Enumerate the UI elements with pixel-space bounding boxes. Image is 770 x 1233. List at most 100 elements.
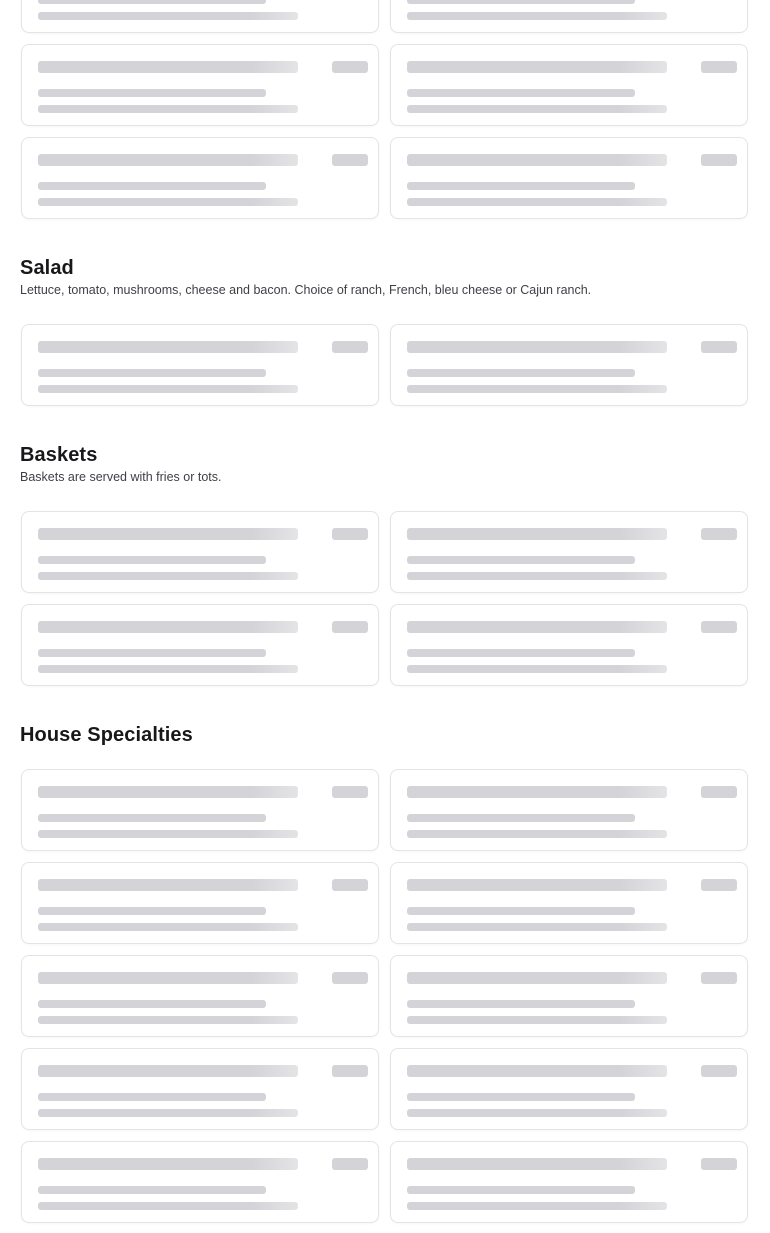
skeleton-description-line [38, 1186, 266, 1194]
skeleton-description-line [407, 1000, 635, 1008]
menu-item-skeleton-card [21, 511, 379, 593]
menu-item-skeleton-card [21, 137, 379, 219]
skeleton-item-name [38, 528, 298, 540]
menu-item-skeleton-card [21, 1141, 379, 1223]
menu-item-skeleton-card [390, 862, 748, 944]
menu-item-skeleton-card [21, 44, 379, 126]
skeleton-item-name [407, 1158, 667, 1170]
skeleton-item-price [332, 1065, 368, 1077]
skeleton-item-name [407, 61, 667, 73]
menu-item-skeleton-card [390, 137, 748, 219]
skeleton-description-line [407, 369, 635, 377]
menu-item-skeleton-card [21, 769, 379, 851]
skeleton-item-name [38, 879, 298, 891]
skeleton-description-line [407, 649, 635, 657]
skeleton-description-line [38, 105, 298, 113]
skeleton-description-line [407, 12, 667, 20]
skeleton-item-name [38, 341, 298, 353]
skeleton-item-name [407, 621, 667, 633]
skeleton-description-line [38, 385, 298, 393]
skeleton-item-price [701, 621, 737, 633]
skeleton-description-line [407, 385, 667, 393]
skeleton-item-name [38, 621, 298, 633]
skeleton-item-price [701, 528, 737, 540]
menu-item-skeleton-card [21, 324, 379, 406]
skeleton-item-price [332, 341, 368, 353]
skeleton-item-name [407, 1065, 667, 1077]
skeleton-description-line [407, 89, 635, 97]
skeleton-description-line [38, 89, 266, 97]
menu-item-skeleton-card [390, 324, 748, 406]
skeleton-item-price [332, 154, 368, 166]
section-description: Baskets are served with fries or tots. [20, 470, 222, 484]
skeleton-item-name [407, 528, 667, 540]
skeleton-item-price [701, 879, 737, 891]
skeleton-description-line [407, 105, 667, 113]
skeleton-item-price [701, 972, 737, 984]
skeleton-item-name [38, 972, 298, 984]
skeleton-description-line [407, 556, 635, 564]
menu-item-skeleton-card [390, 44, 748, 126]
skeleton-item-name [407, 786, 667, 798]
skeleton-item-price [332, 786, 368, 798]
skeleton-item-price [701, 341, 737, 353]
menu-item-skeleton-card [21, 604, 379, 686]
skeleton-description-line [38, 12, 298, 20]
section-title: Baskets [20, 444, 98, 466]
skeleton-description-line [38, 198, 298, 206]
skeleton-description-line [38, 665, 298, 673]
skeleton-description-line [38, 814, 266, 822]
skeleton-description-line [38, 1109, 298, 1117]
section-salad: Salad Lettuce, tomato, mushrooms, cheese… [20, 256, 750, 406]
section-description: Lettuce, tomato, mushrooms, cheese and b… [20, 283, 592, 297]
skeleton-description-line [407, 1109, 667, 1117]
menu-grid [21, 324, 750, 406]
skeleton-description-line [38, 649, 266, 657]
skeleton-description-line [407, 923, 667, 931]
skeleton-description-line [38, 1093, 266, 1101]
skeleton-description-line [38, 369, 266, 377]
skeleton-description-line [407, 814, 635, 822]
skeleton-description-line [38, 907, 266, 915]
section-title: Salad [20, 257, 74, 279]
menu-item-skeleton-card [390, 0, 748, 33]
menu-item-skeleton-card [390, 1048, 748, 1130]
menu-item-skeleton-card [21, 0, 379, 33]
skeleton-item-name [407, 972, 667, 984]
skeleton-description-line [38, 0, 266, 4]
skeleton-description-line [407, 0, 635, 4]
menu-item-skeleton-card [390, 955, 748, 1037]
skeleton-item-name [38, 1065, 298, 1077]
skeleton-item-name [38, 154, 298, 166]
menu-grid [21, 0, 750, 219]
menu-page: Salad Lettuce, tomato, mushrooms, cheese… [20, 0, 750, 1223]
skeleton-item-price [701, 1065, 737, 1077]
skeleton-item-price [332, 528, 368, 540]
menu-item-skeleton-card [21, 1048, 379, 1130]
skeleton-item-name [38, 1158, 298, 1170]
menu-grid [21, 511, 750, 686]
skeleton-description-line [38, 923, 298, 931]
menu-item-skeleton-card [390, 1141, 748, 1223]
skeleton-description-line [38, 556, 266, 564]
skeleton-item-price [332, 61, 368, 73]
skeleton-item-price [332, 972, 368, 984]
skeleton-description-line [407, 1202, 667, 1210]
section-title: House Specialties [20, 724, 193, 746]
skeleton-description-line [38, 182, 266, 190]
skeleton-description-line [38, 830, 298, 838]
skeleton-description-line [38, 1016, 298, 1024]
skeleton-item-price [332, 621, 368, 633]
skeleton-item-price [701, 154, 737, 166]
menu-item-skeleton-card [390, 769, 748, 851]
skeleton-description-line [407, 572, 667, 580]
skeleton-item-price [332, 1158, 368, 1170]
skeleton-item-name [38, 786, 298, 798]
skeleton-item-name [407, 879, 667, 891]
skeleton-description-line [407, 182, 635, 190]
skeleton-item-price [701, 61, 737, 73]
skeleton-item-price [332, 879, 368, 891]
section-house-specialties: House Specialties [20, 723, 750, 1223]
skeleton-description-line [407, 907, 635, 915]
menu-item-skeleton-card [390, 604, 748, 686]
